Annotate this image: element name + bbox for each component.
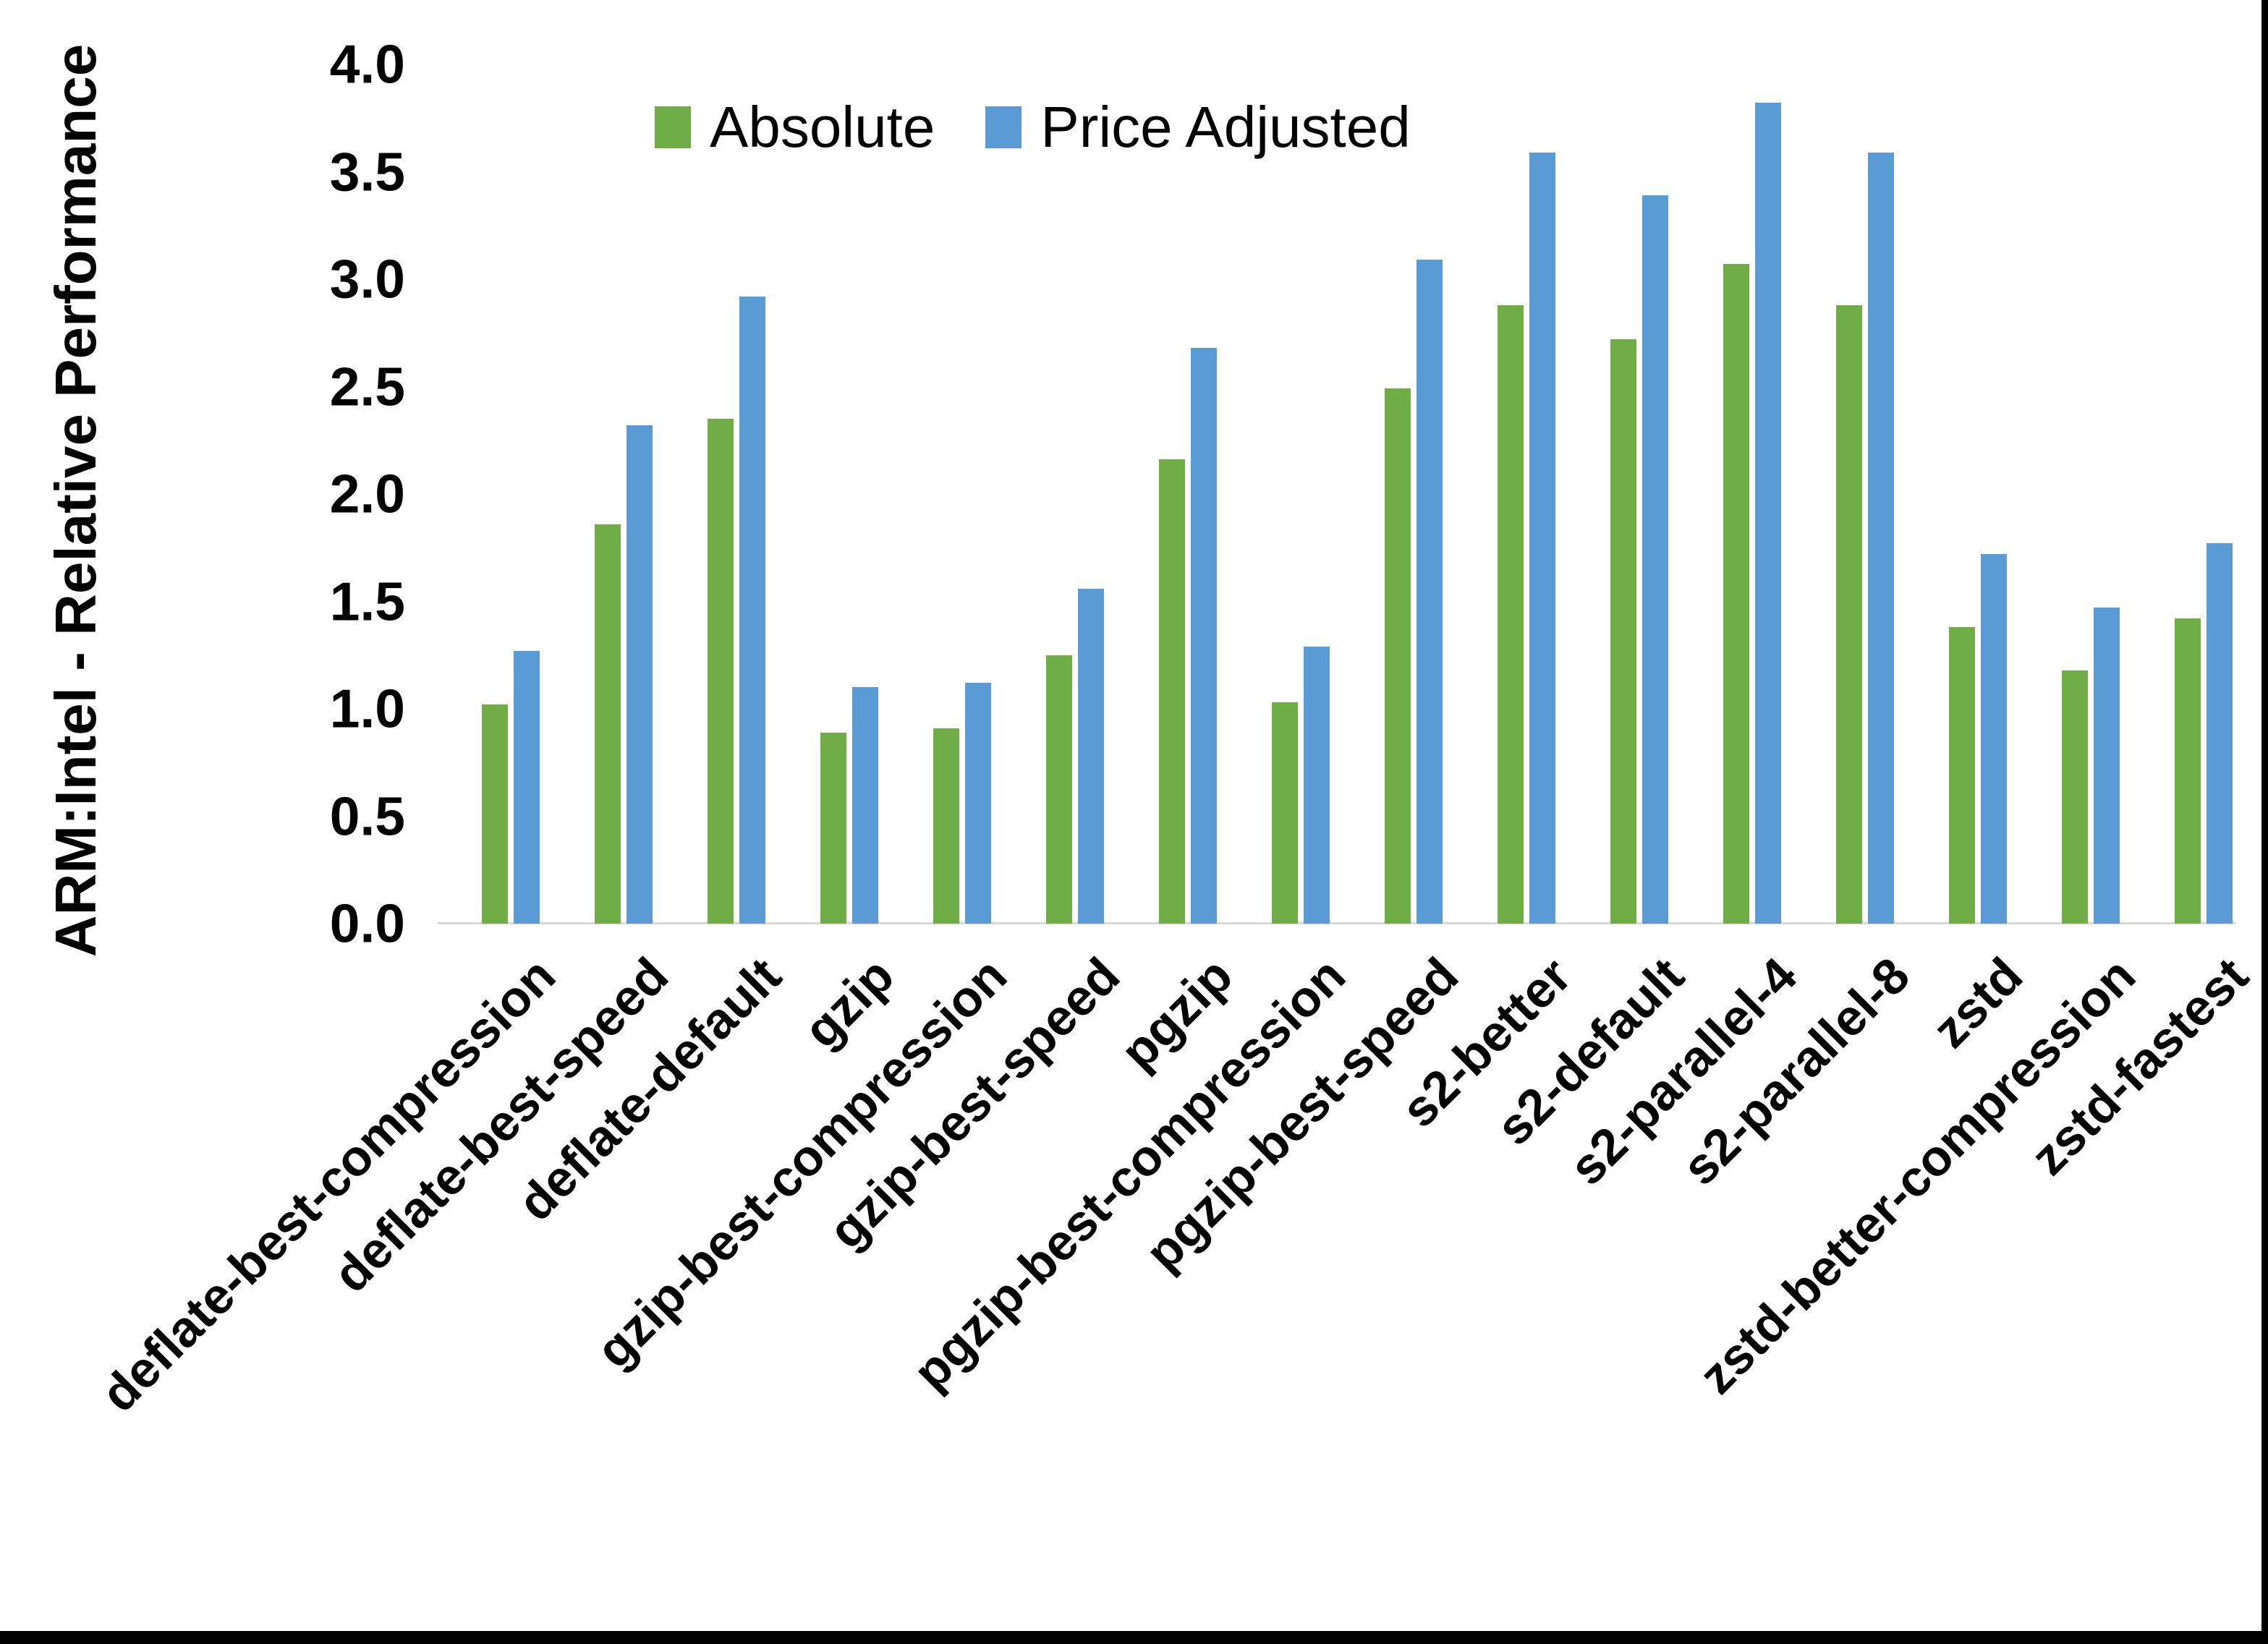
bar-absolute-s2-parallel-8 (1836, 305, 1862, 924)
bar-price-adjusted-deflate-default (739, 297, 765, 924)
bar-price-adjusted-s2-parallel-8 (1868, 153, 1894, 924)
y-tick-label: 0.5 (329, 785, 405, 846)
x-axis-line (438, 922, 2235, 924)
bar-price-adjusted-pgzip-best-compression (1304, 647, 1330, 924)
bar-absolute-zstd-fastest (2175, 618, 2201, 924)
bar-absolute-zstd-better-compression (2062, 670, 2088, 924)
legend-swatch-icon (655, 106, 691, 148)
bar-absolute-gzip-best-compression (933, 728, 959, 924)
bar-absolute-gzip (820, 733, 846, 924)
bar-absolute-deflate-best-compression (482, 704, 508, 924)
bar-absolute-pgzip-best-speed (1385, 388, 1411, 924)
bar-absolute-s2-parallel-4 (1723, 264, 1749, 924)
legend: Absolute Price Adjusted (655, 98, 1411, 156)
legend-swatch-icon (985, 106, 1022, 148)
bar-price-adjusted-pgzip-best-speed (1417, 260, 1443, 924)
bar-price-adjusted-pgzip (1191, 348, 1217, 924)
legend-label: Absolute (710, 95, 935, 159)
y-tick-label: 1.5 (329, 571, 405, 631)
y-tick-label: 3.5 (329, 141, 405, 202)
y-tick-label: 1.0 (329, 678, 405, 739)
bar-price-adjusted-zstd (1981, 554, 2007, 924)
bar-absolute-deflate-best-speed (595, 524, 621, 924)
bar-absolute-gzip-best-speed (1046, 655, 1072, 924)
bar-price-adjusted-gzip-best-speed (1078, 589, 1104, 924)
bar-absolute-deflate-default (708, 419, 734, 924)
bar-absolute-s2-default (1610, 339, 1636, 924)
bar-price-adjusted-zstd-fastest (2207, 543, 2233, 924)
bar-price-adjusted-gzip-best-compression (965, 683, 991, 924)
bar-absolute-s2-better (1498, 305, 1524, 924)
legend-item-absolute: Absolute (655, 98, 935, 156)
bar-absolute-pgzip (1159, 459, 1185, 924)
bar-price-adjusted-s2-better (1529, 153, 1555, 924)
bar-price-adjusted-deflate-best-compression (514, 651, 540, 924)
bar-price-adjusted-s2-default (1642, 195, 1668, 924)
y-tick-label: 2.5 (329, 356, 405, 417)
bar-absolute-pgzip-best-compression (1272, 702, 1298, 924)
y-tick-label: 3.0 (329, 248, 405, 310)
bar-price-adjusted-gzip (852, 687, 878, 924)
bar-absolute-zstd (1949, 627, 1975, 924)
y-tick-label: 0.0 (329, 893, 405, 954)
bar-price-adjusted-deflate-best-speed (627, 425, 653, 924)
bar-price-adjusted-zstd-better-compression (2094, 608, 2120, 924)
legend-item-price-adjusted: Price Adjusted (985, 95, 1411, 159)
y-tick-label: 2.0 (329, 463, 405, 524)
legend-label: Price Adjusted (1040, 95, 1411, 159)
bar-price-adjusted-s2-parallel-4 (1755, 103, 1781, 924)
y-axis-title: ARM:Intel - Relative Performance (43, 43, 108, 958)
y-tick-label: 4.0 (329, 33, 405, 95)
